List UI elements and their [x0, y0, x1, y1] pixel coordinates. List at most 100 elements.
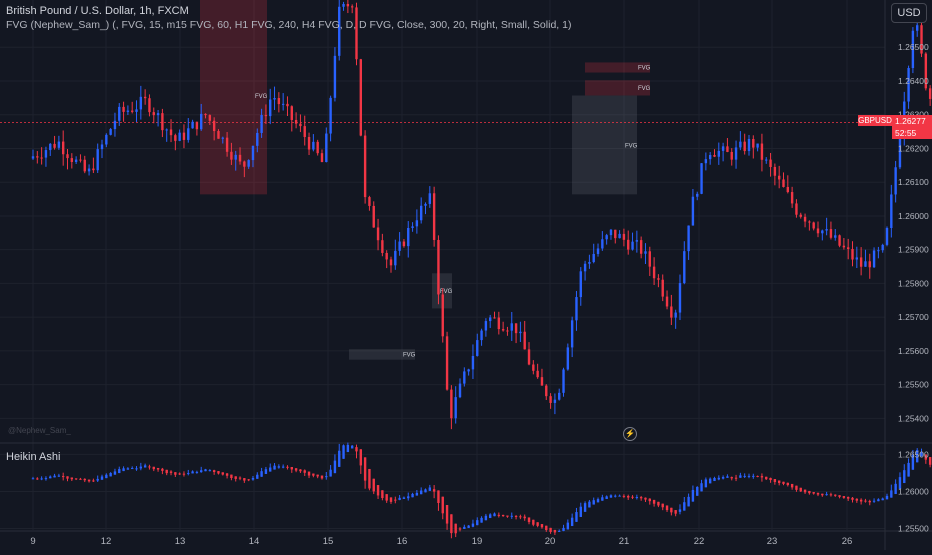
ha-body — [920, 452, 923, 457]
candle-body — [83, 159, 86, 172]
ha-body — [713, 477, 716, 482]
ha-body — [217, 471, 220, 474]
candle-body — [493, 317, 496, 319]
candle-body — [721, 146, 725, 151]
ha-body — [605, 496, 608, 499]
candle-body — [838, 235, 841, 246]
ha-body — [359, 449, 363, 466]
ha-body — [346, 444, 350, 453]
candle-body — [696, 193, 699, 197]
ha-body — [752, 475, 755, 477]
candle-body — [437, 239, 440, 295]
ha-body — [898, 477, 902, 489]
price-tick-label: 1.26300 — [898, 110, 929, 120]
candle-body — [61, 141, 65, 155]
ha-body — [376, 485, 380, 496]
fvg-zone — [572, 95, 637, 195]
ha-body — [83, 478, 86, 481]
ha-body — [74, 478, 78, 480]
candle-body — [859, 257, 863, 267]
ha-body — [609, 495, 613, 498]
ha-body — [721, 477, 725, 479]
ha-body — [480, 517, 483, 523]
ha-body — [911, 454, 915, 470]
ha-body — [316, 474, 319, 477]
ha-body — [467, 525, 470, 528]
candle-body — [454, 397, 457, 419]
ha-body — [566, 522, 570, 530]
time-tick-label: 23 — [767, 536, 778, 547]
candle-body — [527, 349, 531, 365]
ha-body — [838, 495, 841, 497]
ha-body — [269, 467, 272, 472]
ha-body — [273, 465, 276, 470]
candle-body — [855, 257, 859, 260]
candle-body — [428, 193, 432, 204]
price-tick-label: 1.25700 — [898, 312, 929, 322]
candle-body — [450, 389, 453, 419]
ha-body — [570, 517, 574, 527]
candle-body — [182, 132, 186, 140]
candle-body — [217, 131, 220, 139]
ha-body — [303, 470, 306, 473]
currency-button[interactable]: USD — [891, 3, 927, 23]
ha-body — [225, 473, 229, 476]
price-tick-label: 1.25400 — [898, 413, 929, 423]
ha-body — [57, 475, 61, 477]
ha-body — [36, 478, 39, 480]
ha-body — [907, 462, 910, 477]
ha-body — [79, 478, 82, 480]
ha-body — [834, 494, 837, 496]
ha-body — [553, 529, 557, 533]
fvg-label: FVG — [255, 94, 268, 100]
candle-body — [113, 120, 117, 130]
candle-body — [234, 154, 237, 160]
alert-icon[interactable]: ⚡ — [623, 427, 637, 441]
ha-body — [687, 496, 690, 507]
ha-body — [471, 523, 475, 527]
ha-body — [592, 500, 595, 505]
ha-body — [355, 447, 358, 452]
ha-body — [247, 479, 250, 481]
time-tick-label: 15 — [323, 536, 334, 547]
candle-body — [286, 103, 289, 107]
ha-body — [683, 502, 686, 511]
candle-body — [36, 156, 39, 158]
candle-body — [484, 321, 488, 331]
candle-body — [156, 113, 160, 116]
ha-body — [549, 527, 552, 532]
candle-body — [463, 371, 466, 384]
indicator-legend[interactable]: FVG (Nephew_Sam_) (, FVG, 15, m15 FVG, 6… — [6, 19, 572, 31]
candle-body — [376, 227, 380, 241]
ha-body — [644, 497, 647, 500]
candle-body — [243, 161, 246, 167]
ha-body — [182, 473, 186, 475]
candle-body — [471, 355, 475, 370]
candle-body — [881, 244, 884, 251]
ha-body — [661, 503, 664, 508]
candle-body — [773, 167, 777, 176]
ha-body — [195, 471, 199, 473]
candle-body — [398, 241, 401, 251]
time-tick-label: 19 — [472, 536, 483, 547]
ha-body — [579, 506, 582, 517]
ha-body — [674, 510, 677, 514]
ha-body — [730, 477, 733, 479]
ha-body — [187, 473, 190, 475]
ha-body — [178, 473, 181, 475]
candle-body — [40, 157, 43, 159]
price-tick-label: 1.25600 — [898, 346, 929, 356]
price-tag-countdown: 52:55 — [895, 128, 917, 138]
candle-body — [143, 96, 147, 99]
ha-body — [320, 475, 324, 479]
ha-body — [372, 478, 375, 492]
ha-body — [536, 522, 539, 526]
candle-body — [661, 279, 664, 297]
ha-body — [726, 476, 729, 478]
ha-body — [881, 498, 884, 501]
candle-body — [303, 126, 306, 137]
ha-body — [363, 457, 367, 481]
candle-body — [178, 132, 181, 141]
ha-body — [152, 466, 155, 470]
